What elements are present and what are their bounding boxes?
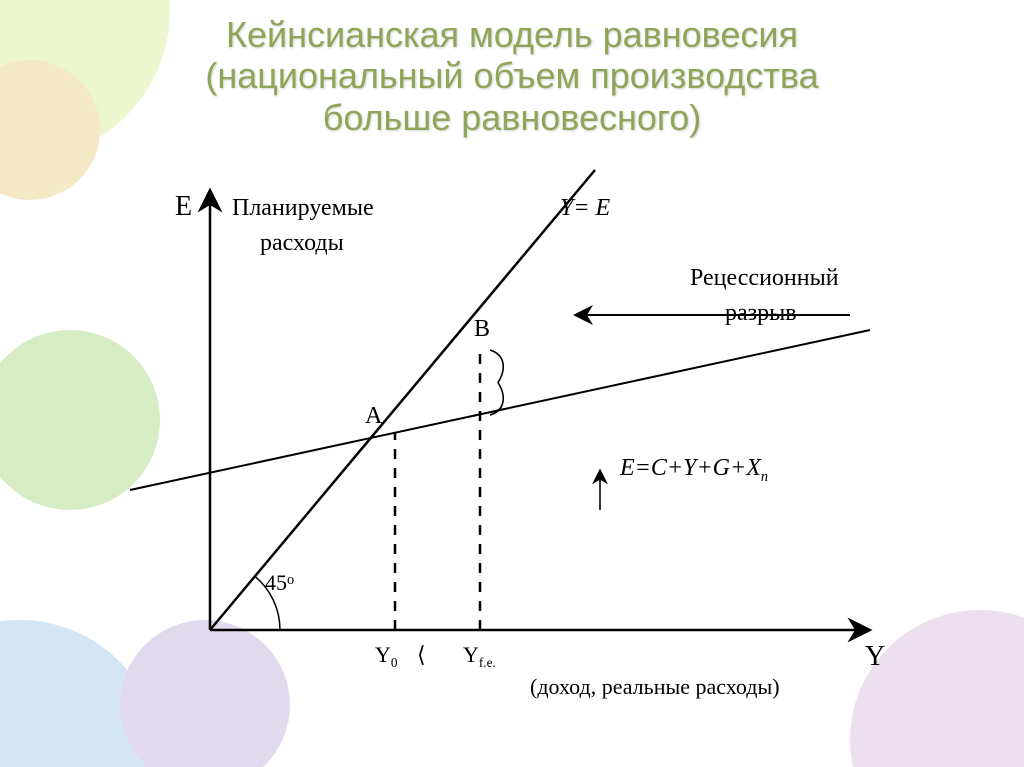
planned-label-1: Планируемые [232, 195, 374, 221]
recession-label-1: Рецессионный [690, 265, 839, 291]
label-Y0: Y0 [375, 642, 398, 670]
title-line-2: (национальный объем производства [205, 55, 818, 96]
axis-sub-label: (доход, реальные расходы) [530, 674, 780, 699]
formula-label: E=C+Y+G+Xn [619, 455, 768, 485]
keynesian-cross-chart: 45o A B E Y (доход, реальные расходы) Планируе… [130, 170, 910, 710]
axis-label-Y: Y [865, 641, 885, 672]
point-A-label: A [365, 403, 383, 429]
identity-label: Y= E [560, 195, 611, 221]
planned-label-2: расходы [260, 230, 344, 256]
slide-title: Кейнсианская модель равновесия (национал… [0, 0, 1024, 138]
angle-label: 45o [265, 570, 294, 595]
gap-bracket [490, 350, 503, 415]
axis-label-E: E [175, 191, 192, 222]
lt-symbol: ⟨ [417, 642, 426, 667]
label-Yfe: Yf.e. [463, 642, 496, 670]
title-line-3: больше равновесного) [323, 97, 702, 138]
point-B-label: B [474, 316, 490, 342]
recession-label-2: разрыв [725, 300, 797, 326]
title-line-1: Кейнсианская модель равновесия [226, 14, 798, 55]
